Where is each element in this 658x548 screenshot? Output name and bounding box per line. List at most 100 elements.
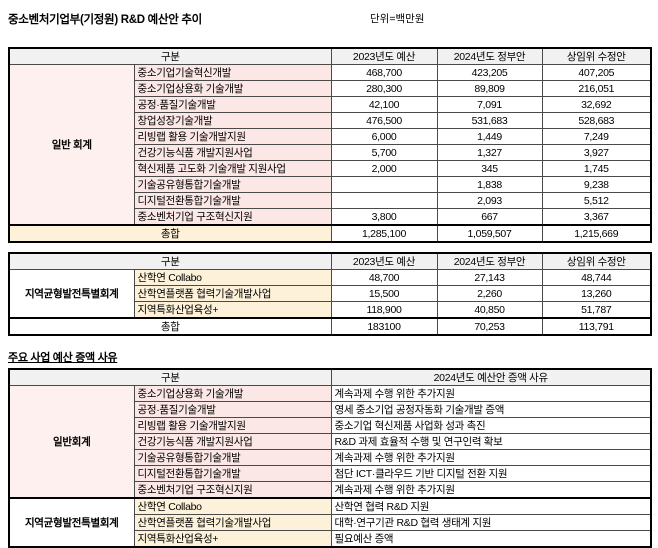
total-label: 총합 xyxy=(8,317,332,336)
total-row: 총합 183100 70,253 113,791 xyxy=(8,317,652,336)
value-2024-gov: 89,809 xyxy=(436,80,543,97)
table-row: 지역균형발전특별회계 산학연 Collabo 48,700 27,143 48,… xyxy=(8,269,652,319)
table-row: 중소벤처기업 구조혁신지원 계속과제 수행 위한 추가지원 xyxy=(9,481,652,499)
group-label-general: 일반회계 xyxy=(8,385,135,499)
header-reason: 2024년도 예산안 증액 사유 xyxy=(330,368,652,386)
value-2024-gov: 2,260 xyxy=(436,285,543,302)
program-name: 중소기업기술혁신개발 xyxy=(133,64,332,81)
program-name: 창업성장기술개발 xyxy=(133,112,332,129)
reason-text: 중소기업 혁신제품 사업화 성과 촉진 xyxy=(330,417,652,434)
total-2023: 183100 xyxy=(330,317,438,336)
value-2023: 476,500 xyxy=(330,112,438,129)
table-row: 중소벤처기업 구조혁신지원 3,800 667 3,367 xyxy=(9,208,652,226)
program-name: 중소기업상용화 기술개발 xyxy=(133,80,332,97)
header-gubun: 구분 xyxy=(8,368,332,386)
header-2023: 2023년도 예산 xyxy=(330,252,438,270)
reason-text: R&D 과제 효율적 수행 및 연구인력 확보 xyxy=(330,433,652,450)
program-name: 지역특화산업육성+ xyxy=(133,530,332,548)
reason-text: 대학·연구기관 R&D 협력 생태계 지원 xyxy=(330,514,652,531)
table-row: 디지털전환통합기술개발 2,093 5,512 xyxy=(9,192,652,209)
program-name: 기술공유형통합기술개발 xyxy=(133,176,332,193)
table-row: 혁신제품 고도화 기술개발 지원사업 2,000 345 1,745 xyxy=(9,160,652,177)
value-2024-gov: 1,327 xyxy=(436,144,543,161)
value-committee: 3,367 xyxy=(541,208,652,226)
program-name: 중소벤처기업 구조혁신지원 xyxy=(133,481,332,499)
value-2024-gov: 531,683 xyxy=(436,112,543,129)
header-2024-gov: 2024년도 정부안 xyxy=(436,47,543,65)
value-2024-gov: 1,449 xyxy=(436,128,543,145)
value-2023: 2,000 xyxy=(330,160,438,177)
table-row: 건강기능식품 개발지원사업 R&D 과제 효율적 수행 및 연구인력 확보 xyxy=(9,433,652,450)
total-committee: 113,791 xyxy=(541,317,652,336)
program-name: 중소벤처기업 구조혁신지원 xyxy=(133,208,332,226)
total-label: 총합 xyxy=(8,224,332,243)
value-2024-gov: 423,205 xyxy=(436,64,543,81)
value-2024-gov: 2,093 xyxy=(436,192,543,209)
program-name: 공정·품질기술개발 xyxy=(133,401,332,418)
value-2024-gov: 7,091 xyxy=(436,96,543,113)
program-name: 리빙랩 활용 기술개발지원 xyxy=(133,128,332,145)
program-name: 산학연 Collabo xyxy=(133,269,332,286)
reason-text: 계속과제 수행 위한 추가지원 xyxy=(330,449,652,466)
program-name: 산학연플랫폼 협력기술개발사업 xyxy=(133,285,332,302)
program-name: 혁신제품 고도화 기술개발 지원사업 xyxy=(133,160,332,177)
value-2023: 5,700 xyxy=(330,144,438,161)
header-committee: 상임위 수정안 xyxy=(541,47,652,65)
value-2023: 48,700 xyxy=(330,269,438,286)
program-name: 공정·품질기술개발 xyxy=(133,96,332,113)
table-row: 지역특화산업육성+ 118,900 40,850 51,787 xyxy=(9,301,652,319)
table-header-row: 구분 2023년도 예산 2024년도 정부안 상임위 수정안 xyxy=(8,47,652,65)
page-header: 중소벤처기업부(기정원) R&D 예산안 추이 단위=백만원 xyxy=(8,10,658,26)
header-2024-gov: 2024년도 정부안 xyxy=(436,252,543,270)
program-name: 산학연플랫폼 협력기술개발사업 xyxy=(133,514,332,531)
increase-reason-table: 구분 2024년도 예산안 증액 사유 일반회계 중소기업상용화 기술개발 계속… xyxy=(8,368,653,548)
reason-text: 계속과제 수행 위한 추가지원 xyxy=(330,481,652,499)
program-name: 건강기능식품 개발지원사업 xyxy=(133,433,332,450)
program-name: 디지털전환통합기술개발 xyxy=(133,192,332,209)
total-committee: 1,215,669 xyxy=(541,224,652,243)
reason-text: 첨단 ICT·클라우드 기반 디지털 전환 지원 xyxy=(330,465,652,482)
unit-label: 단위=백만원 xyxy=(370,13,425,25)
group-label-regional: 지역균형발전특별회계 xyxy=(8,497,135,548)
value-2023 xyxy=(330,176,438,193)
table-row: 일반회계 중소기업상용화 기술개발 계속과제 수행 위한 추가지원 xyxy=(8,385,652,499)
table-header-row: 구분 2024년도 예산안 증액 사유 xyxy=(8,368,652,386)
table-row: 리빙랩 활용 기술개발지원 중소기업 혁신제품 사업화 성과 촉진 xyxy=(9,417,652,434)
table-row: 창업성장기술개발 476,500 531,683 528,683 xyxy=(9,112,652,129)
program-name: 리빙랩 활용 기술개발지원 xyxy=(133,417,332,434)
table-header-row: 구분 2023년도 예산 2024년도 정부안 상임위 수정안 xyxy=(8,252,652,270)
value-committee: 407,205 xyxy=(541,64,652,81)
value-committee: 32,692 xyxy=(541,96,652,113)
header-gubun: 구분 xyxy=(8,252,332,270)
table-row: 산학연플랫폼 협력기술개발사업 15,500 2,260 13,260 xyxy=(9,285,652,302)
value-committee: 1,745 xyxy=(541,160,652,177)
total-2024-gov: 70,253 xyxy=(436,317,543,336)
value-2024-gov: 27,143 xyxy=(436,269,543,286)
value-committee: 13,260 xyxy=(541,285,652,302)
header-committee: 상임위 수정안 xyxy=(541,252,652,270)
header-2023: 2023년도 예산 xyxy=(330,47,438,65)
value-committee: 528,683 xyxy=(541,112,652,129)
reason-text: 산학연 협력 R&D 지원 xyxy=(330,497,652,515)
table-row: 기술공유형통합기술개발 1,838 9,238 xyxy=(9,176,652,193)
group-label-general: 일반 회계 xyxy=(8,64,135,226)
value-2023 xyxy=(330,192,438,209)
section-title-increase-reasons: 주요 사업 예산 증액 사유 xyxy=(8,352,118,364)
header-gubun: 구분 xyxy=(8,47,332,65)
value-2023: 468,700 xyxy=(330,64,438,81)
value-committee: 48,744 xyxy=(541,269,652,286)
value-2023: 6,000 xyxy=(330,128,438,145)
program-name: 건강기능식품 개발지원사업 xyxy=(133,144,332,161)
value-2024-gov: 40,850 xyxy=(436,301,543,319)
table-row: 지역균형발전특별회계 산학연 Collabo 산학연 협력 R&D 지원 xyxy=(8,497,652,548)
regional-budget-table: 구분 2023년도 예산 2024년도 정부안 상임위 수정안 지역균형발전특별… xyxy=(8,252,653,336)
reason-text: 계속과제 수행 위한 추가지원 xyxy=(330,385,652,402)
value-committee: 216,051 xyxy=(541,80,652,97)
program-name: 기술공유형통합기술개발 xyxy=(133,449,332,466)
value-2023: 280,300 xyxy=(330,80,438,97)
budget-table: 구분 2023년도 예산 2024년도 정부안 상임위 수정안 일반 회계 중소… xyxy=(8,47,653,243)
value-2023: 3,800 xyxy=(330,208,438,226)
table-row: 디지털전환통합기술개발 첨단 ICT·클라우드 기반 디지털 전환 지원 xyxy=(9,465,652,482)
value-2023: 118,900 xyxy=(330,301,438,319)
reason-text: 필요예산 증액 xyxy=(330,530,652,548)
